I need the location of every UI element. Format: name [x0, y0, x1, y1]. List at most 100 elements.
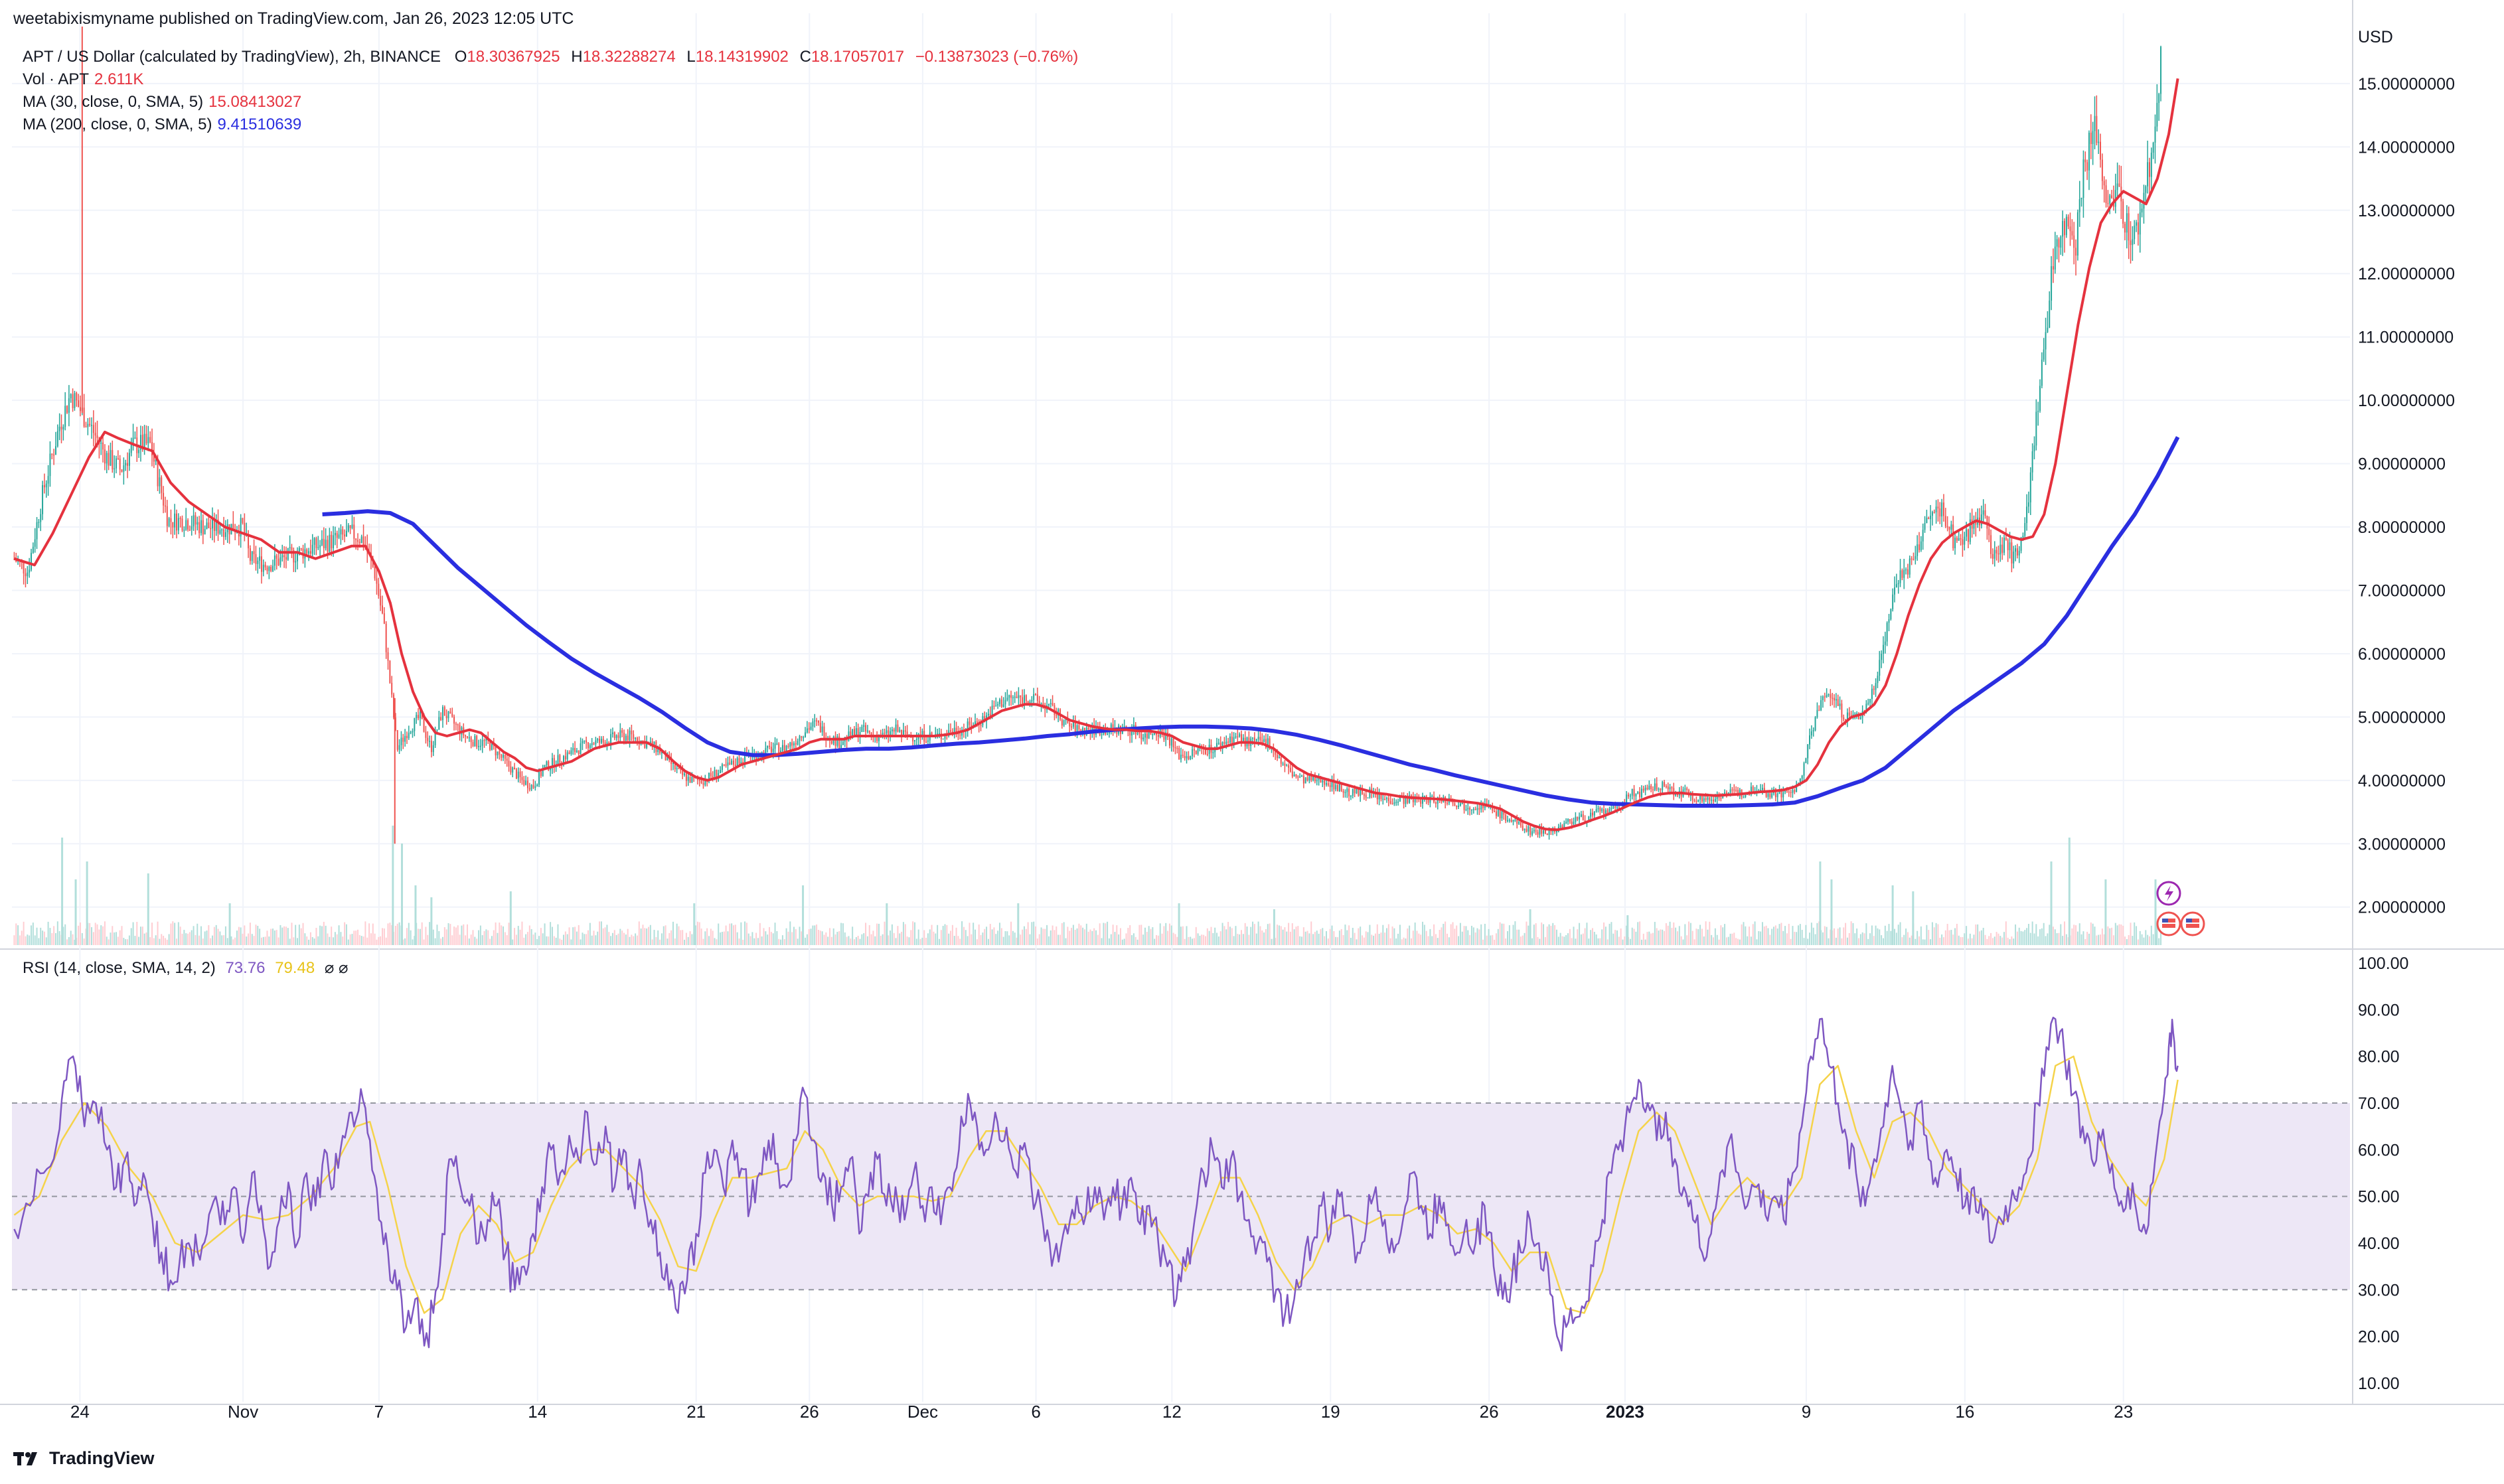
volume-bar [633, 936, 635, 945]
symbol-legend[interactable]: APT / US Dollar (calculated by TradingVi… [23, 48, 1078, 66]
volume-bar [2120, 924, 2122, 945]
candle-body-up [31, 552, 33, 570]
candle-body-up [1004, 700, 1006, 705]
volume-bar [275, 930, 277, 945]
volume-bar [91, 927, 93, 945]
candle-body-down [127, 463, 129, 466]
candle-body-up [2116, 183, 2118, 190]
volume-bar [1231, 928, 1233, 945]
candle-body-down [2124, 224, 2126, 233]
candle-body-up [1293, 775, 1295, 777]
candle-body-down [1522, 825, 1524, 830]
volume-bar [2116, 925, 2118, 945]
candle-body-up [1697, 799, 1699, 802]
candle-body-down [1219, 743, 1221, 748]
candle-body-up [1350, 796, 1352, 797]
volume-bar [608, 932, 610, 945]
volume-bar [514, 928, 516, 945]
volume-bar [861, 934, 863, 945]
candle-body-down [510, 766, 512, 773]
candle-body-down [198, 522, 200, 534]
volume-bar [2160, 923, 2162, 945]
candle-body-up [1008, 695, 1010, 698]
volume-bar [1397, 933, 1399, 945]
candle-body-down [1387, 798, 1389, 801]
volume-bar [1614, 930, 1616, 945]
candle-body-down [1639, 792, 1641, 798]
volume-bar [2013, 938, 2015, 945]
candle-body-up [259, 556, 261, 561]
dividend-lightning-icon[interactable] [2156, 881, 2181, 906]
volume-bar [1091, 930, 1093, 945]
volume-bar [1002, 936, 1004, 945]
volume-bar [1747, 936, 1749, 945]
event-icons[interactable] [2156, 881, 2205, 936]
volume-bar [1884, 925, 1886, 945]
volume-bar [1541, 922, 1543, 945]
candle-body-up [1014, 696, 1016, 698]
candle-body-down [79, 407, 81, 411]
volume-bar [1443, 923, 1445, 945]
candle-body-down [249, 548, 251, 561]
candle-body-down [217, 519, 219, 534]
volume-bar [175, 938, 177, 945]
candle-body-down [795, 743, 797, 745]
volume-bar [1512, 925, 1514, 945]
candle-body-down [85, 426, 87, 428]
volume-bar [1016, 937, 1018, 945]
tradingview-brand[interactable]: TradingView [13, 1448, 155, 1469]
volume-bar [279, 925, 281, 945]
ma200-value: 9.41510639 [217, 115, 302, 133]
volume-bar [215, 925, 217, 945]
volume-bar [1977, 924, 1979, 945]
volume-bar [785, 928, 787, 945]
candle-body-up [1575, 816, 1577, 822]
candle-body-up [1894, 587, 1896, 595]
candle-body-down [689, 777, 691, 783]
candle-body-up [168, 518, 170, 526]
candle-body-up [281, 555, 283, 557]
candle-body-down [1713, 799, 1715, 802]
candle-body-up [1684, 788, 1686, 790]
volume-bar [334, 932, 336, 945]
volume-bar [1354, 932, 1356, 945]
volume-bar [1573, 927, 1575, 945]
candle-body-up [497, 751, 499, 756]
volume-bar [1116, 925, 1118, 945]
volume-bar [778, 938, 780, 945]
candle-body-down [1329, 785, 1331, 787]
candle-body-up [2051, 266, 2053, 301]
volume-bar [1293, 929, 1295, 945]
volume-bar [989, 924, 991, 945]
volume-bar [2043, 923, 2045, 945]
volume-bar [234, 937, 236, 945]
volume-bar [566, 934, 568, 945]
rsi-legend[interactable]: RSI (14, close, SMA, 14, 2) 73.76 79.48 … [23, 958, 349, 978]
earnings-flag-icon[interactable] [2180, 911, 2205, 936]
volume-label: Vol · APT [23, 70, 90, 88]
candle-body-up [1812, 730, 1814, 732]
candle-body-up [1767, 793, 1769, 797]
ma30-legend[interactable]: MA (30, close, 0, SMA, 5) 15.08413027 [23, 93, 301, 111]
volume-bar [921, 937, 923, 945]
volume-bar [1716, 934, 1718, 945]
rsi-line [13, 1016, 2179, 1352]
volume-bar [1050, 930, 1052, 945]
volume-bar [1911, 935, 1913, 945]
candle-body-down [1138, 733, 1140, 735]
volume-bar [1239, 934, 1241, 945]
volume-bar [1271, 938, 1273, 945]
candle-body-up [1846, 712, 1848, 720]
volume-bar [2052, 927, 2054, 945]
volume-bar [1522, 935, 1524, 945]
earnings-flag-icon[interactable] [2156, 911, 2181, 936]
candle-body-up [1859, 717, 1861, 719]
volume-bar [1973, 934, 1975, 945]
ma200-legend[interactable]: MA (200, close, 0, SMA, 5) 9.41510639 [23, 115, 301, 134]
volume-bar [1223, 926, 1225, 945]
volume-bar [763, 928, 765, 945]
candle-body-up [32, 546, 34, 553]
candle-body-up [1750, 786, 1752, 795]
volume-legend[interactable]: Vol · APT 2.611K [23, 70, 143, 89]
